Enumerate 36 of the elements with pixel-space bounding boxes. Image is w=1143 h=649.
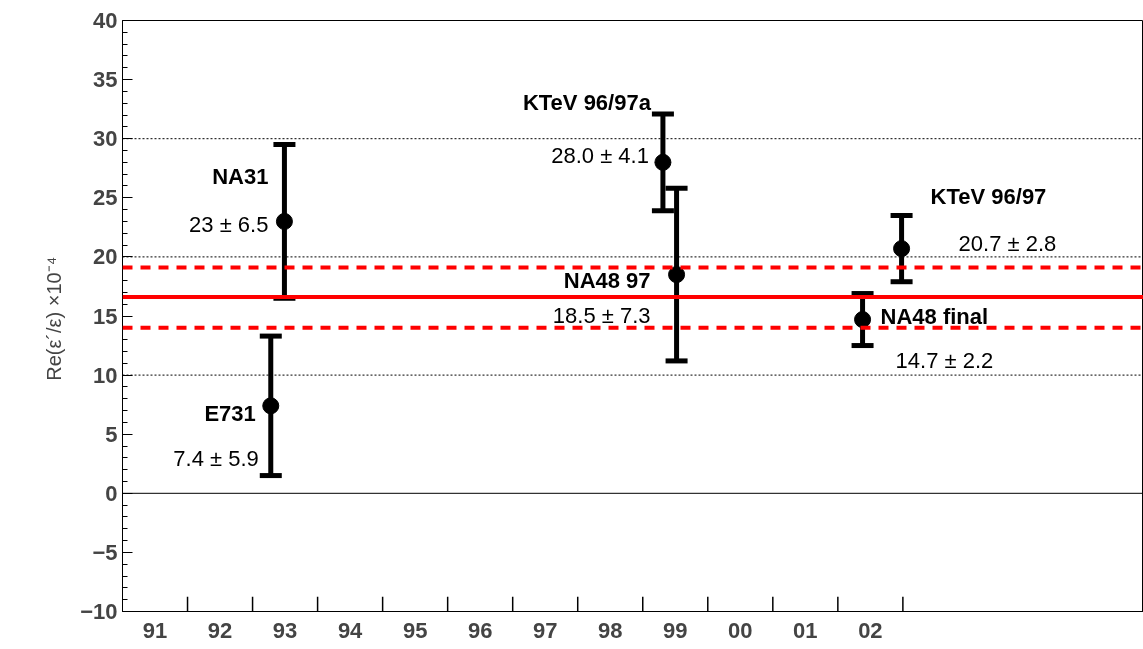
x-tick-label: 94 — [337, 617, 364, 643]
x-tick-label: 92 — [207, 617, 233, 643]
y-tick-label: 0 — [105, 480, 118, 506]
annotation: NA31 — [212, 163, 269, 189]
x-tick-label: 95 — [402, 617, 428, 643]
y-tick-label: −10 — [80, 599, 118, 624]
annotation: 18.5 ± 7.3 — [552, 303, 651, 329]
y-tick-label: 10 — [93, 362, 118, 388]
annotation: 28.0 ± 4.1 — [551, 142, 649, 168]
x-tick-label: 01 — [793, 617, 818, 643]
y-tick-label: 25 — [93, 185, 118, 211]
x-tick-label: 98 — [598, 617, 623, 643]
y-tick-label: 15 — [93, 303, 118, 329]
x-tick-label: 99 — [663, 617, 688, 643]
y-tick-label: 40 — [93, 8, 118, 33]
annotation: 23 ± 6.5 — [189, 211, 269, 237]
annotation: E731 — [204, 401, 256, 427]
annotation: NA48 97 — [563, 268, 651, 294]
annotation: KTeV 96/97 — [930, 184, 1047, 210]
annotation: KTeV 96/97a — [522, 89, 652, 115]
x-tick-label: 91 — [142, 617, 168, 643]
y-axis-title: Re(ε´/ε) ×10⁻⁴ — [43, 256, 66, 381]
annotation: NA48 final — [880, 304, 989, 330]
annotation: 7.4 ± 5.9 — [173, 446, 259, 472]
annotation: 20.7 ± 2.8 — [958, 231, 1057, 257]
y-tick-label: 5 — [105, 421, 118, 447]
y-tick-label: 30 — [93, 126, 118, 152]
x-tick-label: 96 — [467, 617, 493, 643]
y-tick-label: 20 — [93, 244, 118, 270]
x-tick-label: 93 — [272, 617, 298, 643]
x-tick-label: 02 — [858, 617, 883, 643]
y-tick-label: −5 — [92, 539, 118, 565]
annotation: 14.7 ± 2.2 — [895, 348, 994, 374]
y-tick-label: 35 — [93, 67, 118, 93]
x-tick-label: 00 — [728, 617, 753, 643]
x-tick-label: 97 — [532, 617, 558, 643]
